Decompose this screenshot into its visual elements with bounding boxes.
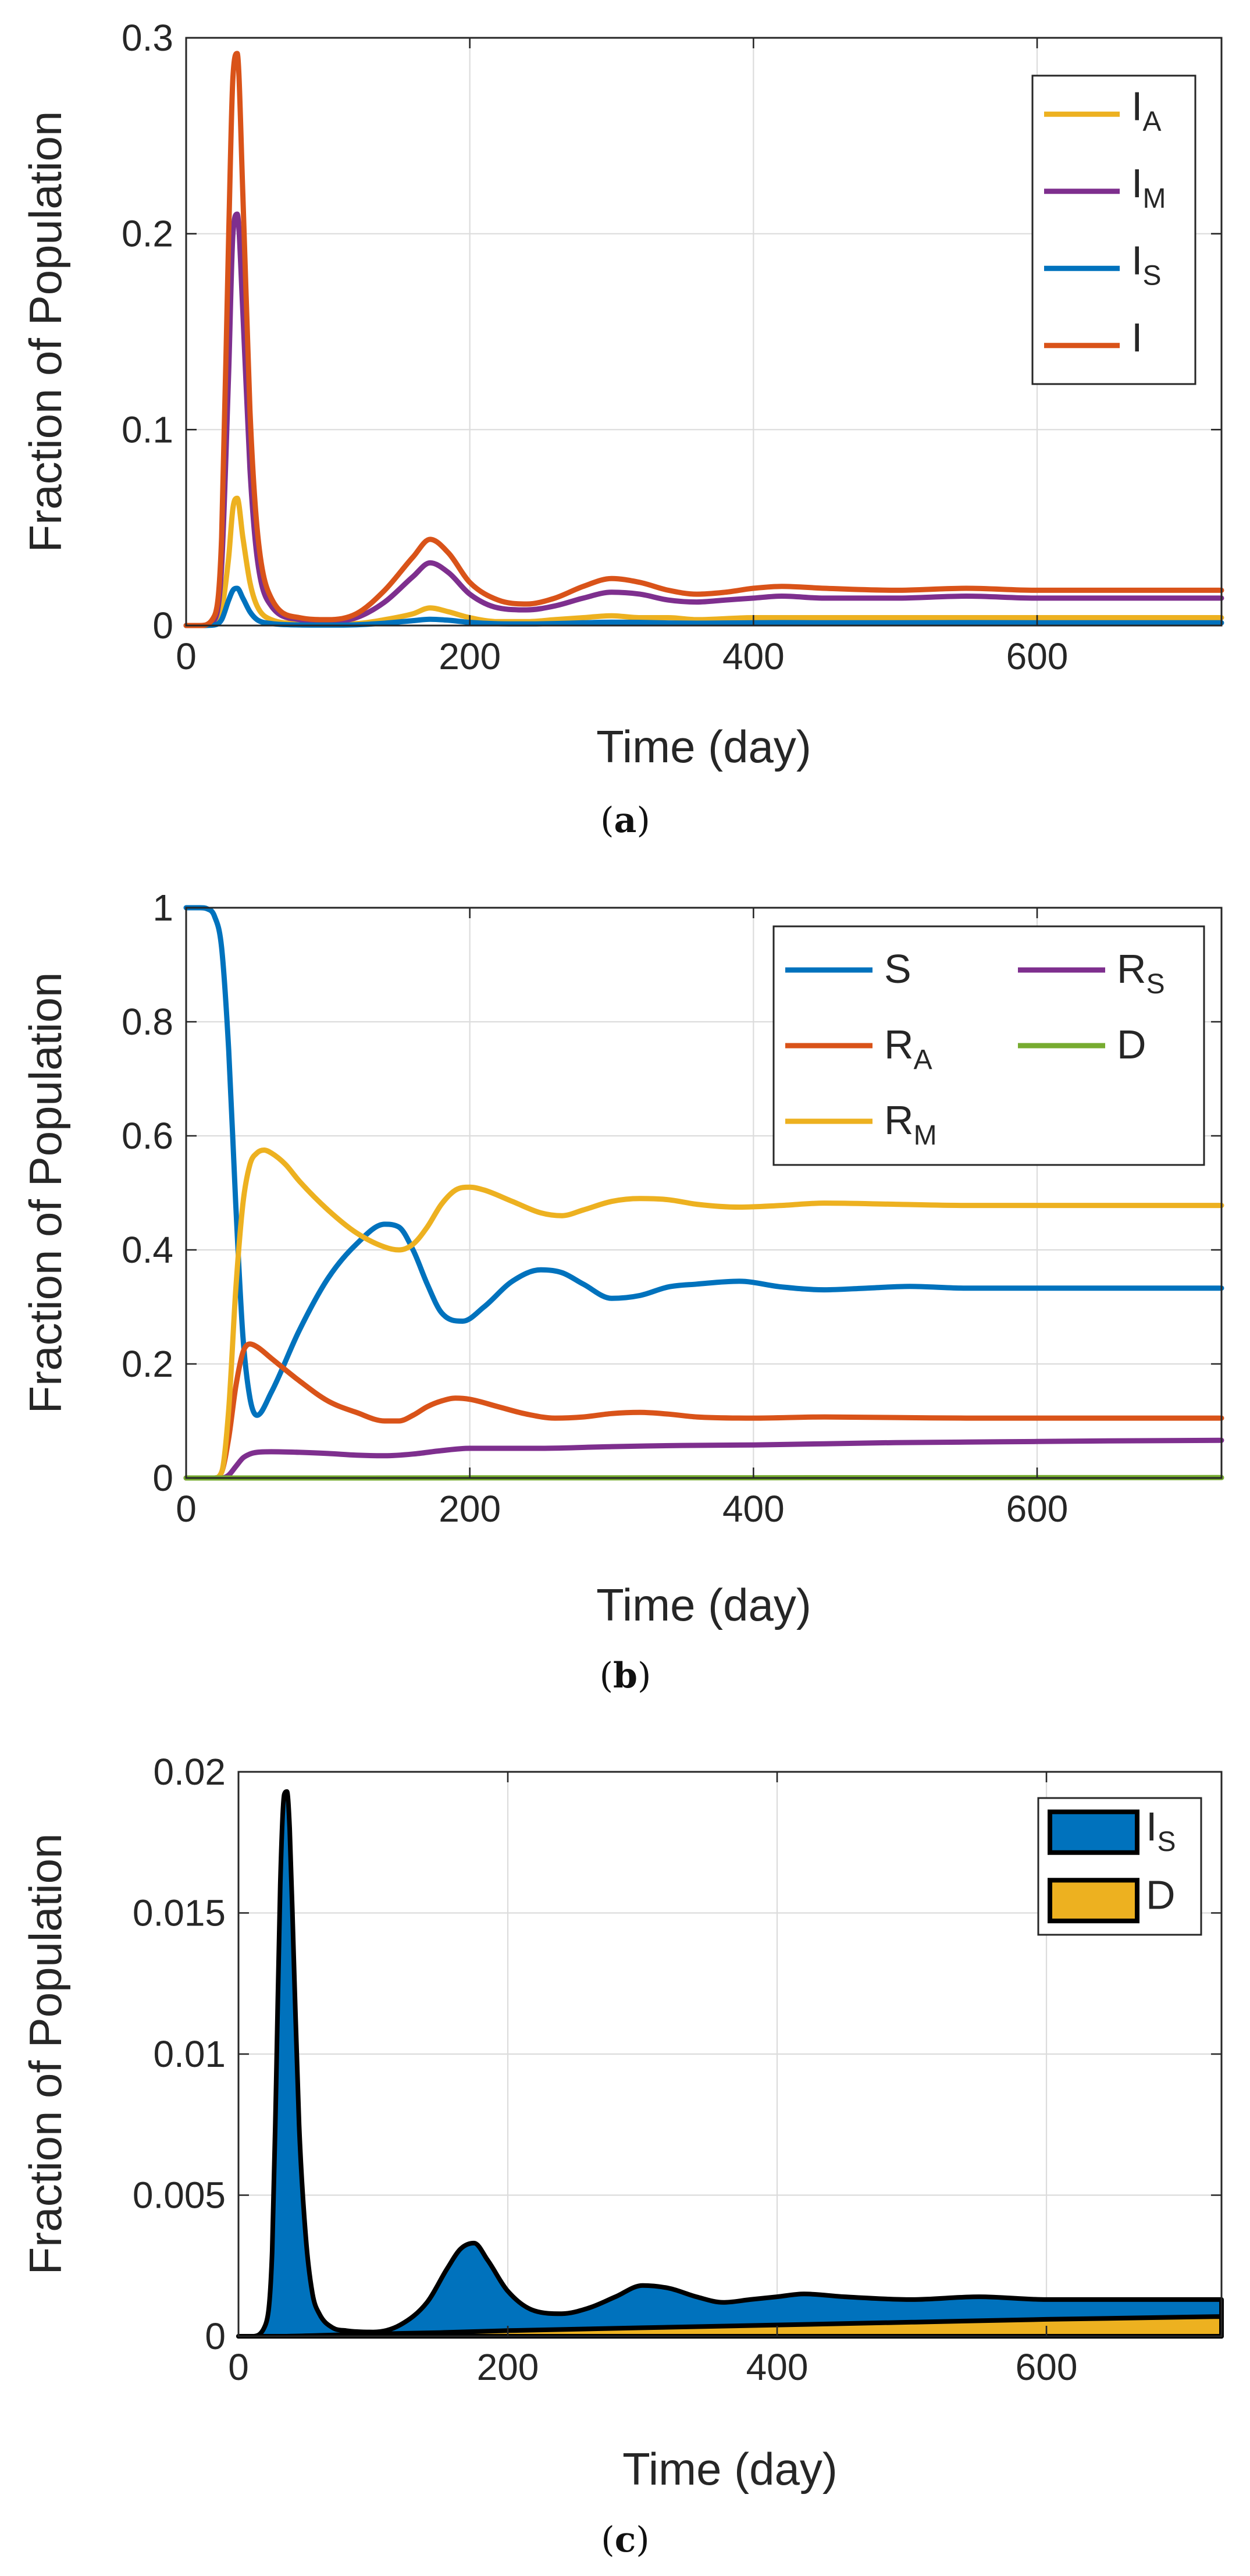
legend-label-2: IS bbox=[1131, 237, 1161, 291]
y-tick-label: 0.2 bbox=[122, 1343, 173, 1385]
x-tick-label: 400 bbox=[722, 635, 785, 677]
y-tick-label: 0.4 bbox=[122, 1229, 173, 1271]
subfigure-caption: (a) bbox=[600, 800, 650, 841]
x-tick-label: 0 bbox=[228, 2346, 249, 2388]
legend-label-1: RA bbox=[884, 1022, 932, 1075]
x-tick-label: 600 bbox=[1016, 2346, 1078, 2388]
y-tick-label: 0.3 bbox=[122, 17, 173, 59]
y-tick-label: 1 bbox=[152, 887, 173, 929]
line-series-3 bbox=[183, 51, 1224, 628]
y-tick-label: 0.2 bbox=[122, 213, 173, 255]
y-tick-label: 0.6 bbox=[122, 1115, 173, 1157]
x-tick-label: 600 bbox=[1006, 635, 1069, 677]
line-series-1 bbox=[183, 1341, 1224, 1481]
legend: S RA RM RS D bbox=[772, 925, 1205, 1166]
axes-box bbox=[185, 907, 1223, 1479]
legend-label-0: IA bbox=[1131, 83, 1161, 137]
subfigure-caption: (b) bbox=[600, 1655, 651, 1696]
y-axis-label: Fraction of Population bbox=[20, 1834, 71, 2275]
x-tick-label: 200 bbox=[439, 635, 501, 677]
y-tick-label: 0 bbox=[152, 605, 173, 646]
y-tick-label: 0 bbox=[152, 1457, 173, 1499]
x-tick-label: 200 bbox=[439, 1488, 501, 1530]
y-axis-label: Fraction of Population bbox=[20, 972, 71, 1414]
x-tick-label: 200 bbox=[477, 2346, 539, 2388]
x-axis-label: Time (day) bbox=[622, 2443, 838, 2495]
line-series-0 bbox=[183, 905, 1224, 1418]
x-axis-label: Time (day) bbox=[596, 721, 811, 772]
line-series-2 bbox=[183, 1147, 1224, 1481]
chart-panel-b: 0 200 400 600 0 0.2 0.4 0.6 0.8 1 Time (day) Fracti… bbox=[20, 887, 1224, 1696]
x-tick-label: 400 bbox=[722, 1488, 785, 1530]
legend-label-3: RS bbox=[1117, 946, 1165, 1000]
area-series-1 bbox=[236, 2314, 1224, 2339]
legend: IA IM IS I bbox=[1031, 74, 1196, 385]
y-tick-label: 0.1 bbox=[122, 408, 173, 450]
legend-swatch-1 bbox=[1048, 1878, 1139, 1924]
x-tick-label: 600 bbox=[1006, 1488, 1069, 1530]
x-axis-label: Time (day) bbox=[596, 1579, 811, 1630]
y-tick-label: 0.015 bbox=[133, 1892, 226, 1934]
x-tick-label: 0 bbox=[176, 635, 197, 677]
y-tick-label: 0.005 bbox=[133, 2175, 226, 2216]
y-axis-label: Fraction of Population bbox=[20, 111, 71, 553]
y-tick-label: 0.01 bbox=[153, 2033, 226, 2075]
legend-label-0: S bbox=[884, 946, 911, 992]
line-series-3 bbox=[183, 1437, 1224, 1481]
legend-label-1: IM bbox=[1131, 161, 1166, 214]
y-tick-label: 0.8 bbox=[122, 1001, 173, 1043]
area-series-0 bbox=[236, 1789, 1224, 2339]
legend-label-1: D bbox=[1146, 1872, 1176, 1917]
legend-label-0: IS bbox=[1146, 1804, 1176, 1857]
x-tick-label: 0 bbox=[176, 1488, 197, 1530]
x-tick-label: 400 bbox=[746, 2346, 809, 2388]
line-series-1 bbox=[183, 211, 1224, 628]
legend-label-2: RM bbox=[884, 1097, 937, 1151]
y-tick-label: 0 bbox=[205, 2315, 226, 2357]
subfigure-caption: (c) bbox=[601, 2520, 649, 2560]
legend-swatch-0 bbox=[1048, 1809, 1139, 1855]
legend-label-3: I bbox=[1131, 315, 1142, 360]
chart-panel-a: 0 200 400 600 0 0.1 0.2 0.3 Time (day) Fraction o… bbox=[20, 17, 1224, 841]
axes-box bbox=[185, 37, 1223, 627]
line-series-2 bbox=[183, 585, 1224, 628]
legend-label-4: D bbox=[1117, 1022, 1146, 1067]
chart-panel-c: 0 200 400 600 0 0.005 0.01 0.015 0.02 Time (day) F… bbox=[20, 1751, 1224, 2560]
legend: IS D bbox=[1037, 1797, 1202, 1936]
y-tick-label: 0.02 bbox=[153, 1751, 226, 1793]
